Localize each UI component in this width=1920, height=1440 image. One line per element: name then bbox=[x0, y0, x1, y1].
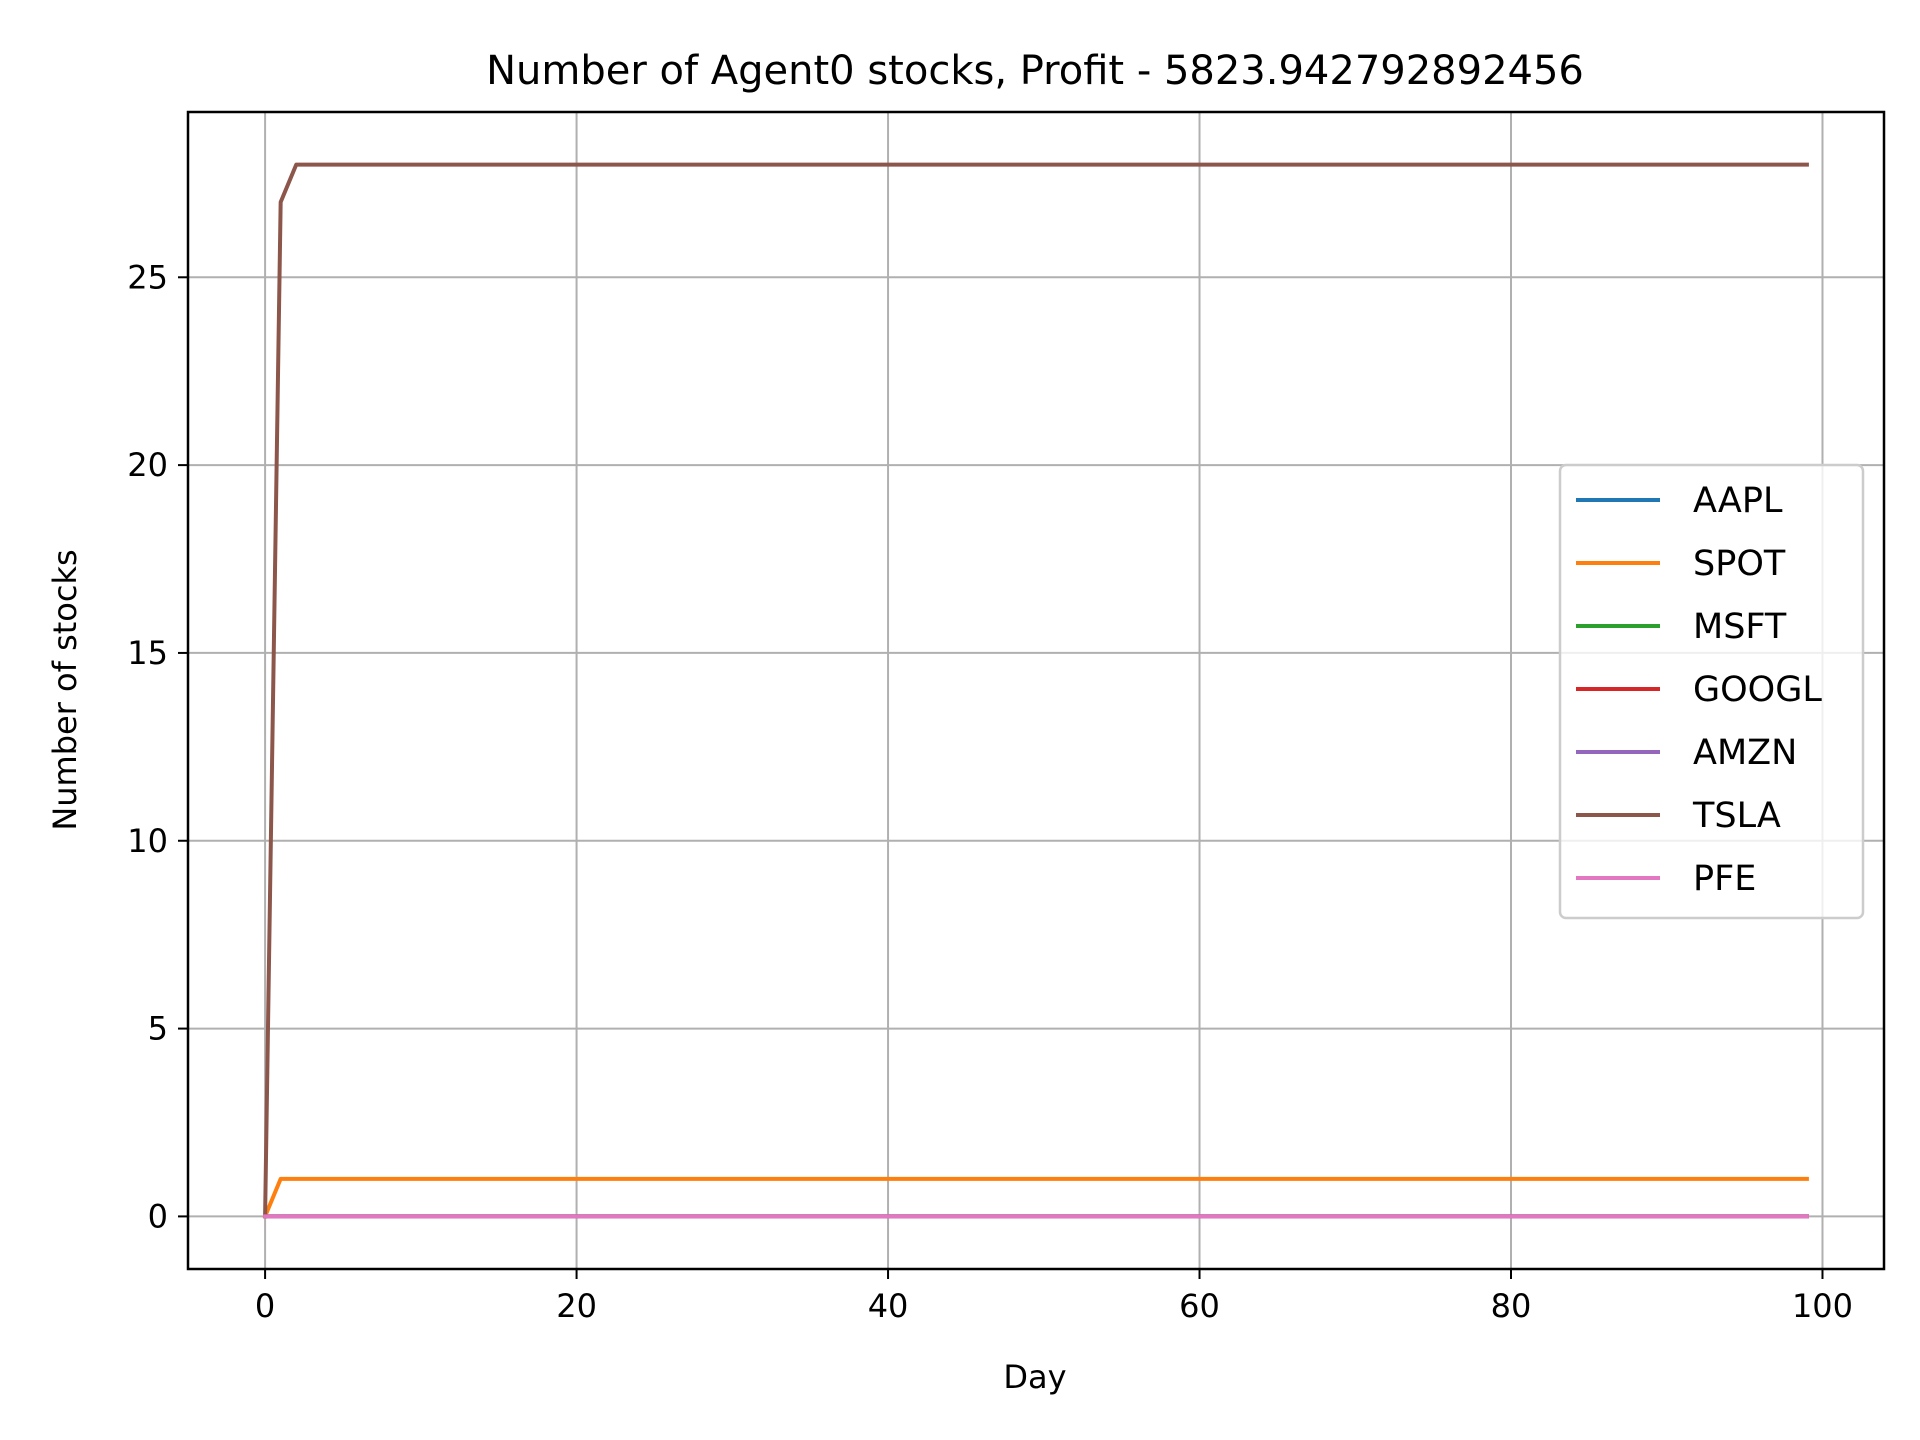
legend-label-spot: SPOT bbox=[1693, 544, 1786, 584]
x-axis-title: Day bbox=[1003, 1358, 1066, 1396]
y-tick-label: 10 bbox=[127, 822, 168, 860]
legend: AAPL SPOT MSFT GOOGL AMZN TSLA PFE bbox=[1558, 463, 1865, 920]
y-tick-label: 15 bbox=[127, 634, 168, 672]
y-axis-title: Number of stocks bbox=[46, 549, 84, 830]
series-lines bbox=[262, 162, 1809, 1220]
legend-box bbox=[1558, 463, 1865, 920]
legend-items: AAPL SPOT MSFT GOOGL AMZN TSLA PFE bbox=[1576, 481, 1822, 899]
legend-label-aapl: AAPL bbox=[1693, 481, 1783, 521]
series-line-spot bbox=[262, 1176, 1809, 1220]
x-tick-label: 0 bbox=[255, 1287, 275, 1325]
y-tick-label: 5 bbox=[148, 1010, 168, 1048]
x-tick-label: 60 bbox=[1179, 1287, 1220, 1325]
legend-label-amzn: AMZN bbox=[1693, 733, 1797, 773]
y-tick-label: 0 bbox=[148, 1197, 168, 1235]
x-tick-label: 100 bbox=[1792, 1287, 1853, 1325]
plot-frame bbox=[186, 110, 1886, 1271]
y-tick-label: 25 bbox=[127, 258, 168, 296]
chart-title: Number of Agent0 stocks, Profit - 5823.9… bbox=[486, 48, 1584, 94]
x-tick-label: 80 bbox=[1491, 1287, 1532, 1325]
legend-label-pfe: PFE bbox=[1693, 859, 1756, 899]
legend-label-googl: GOOGL bbox=[1693, 670, 1822, 710]
legend-label-tsla: TSLA bbox=[1692, 796, 1781, 836]
y-axis-ticks: 0 5 10 15 20 25 bbox=[127, 258, 188, 1235]
x-tick-label: 20 bbox=[556, 1287, 597, 1325]
x-axis-ticks: 0 20 40 60 80 100 bbox=[255, 1269, 1853, 1325]
y-tick-label: 20 bbox=[127, 446, 168, 484]
series-line-tsla bbox=[263, 162, 1809, 1219]
x-tick-label: 40 bbox=[868, 1287, 909, 1325]
legend-label-msft: MSFT bbox=[1693, 607, 1787, 647]
